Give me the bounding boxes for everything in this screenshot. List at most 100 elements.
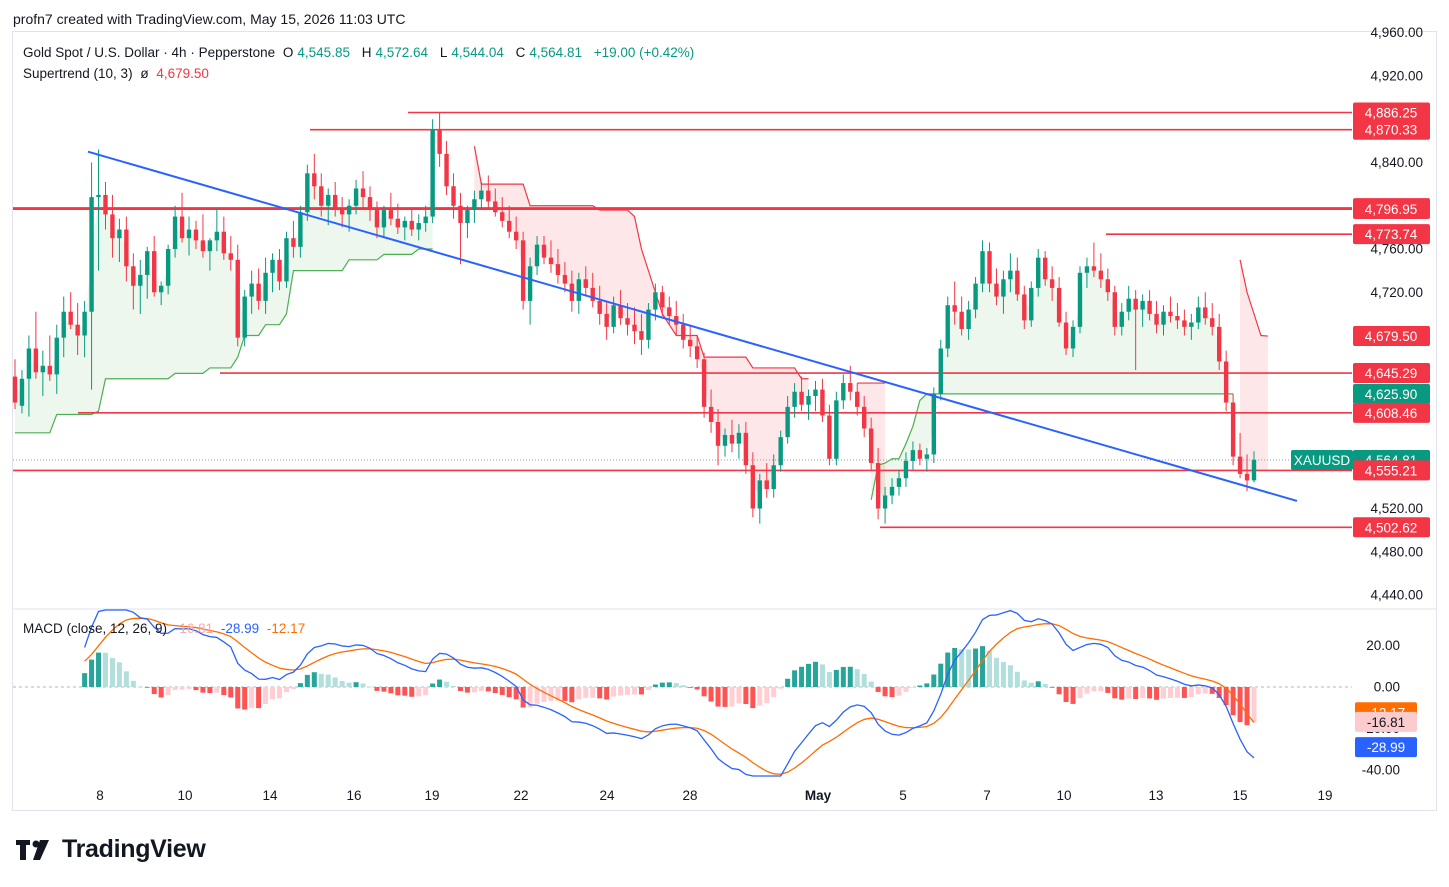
candle-body [1098,270,1104,280]
candle-body [1001,279,1006,297]
candle-body [1161,311,1166,325]
macd-hist-bar [1195,687,1201,695]
candle-body [68,311,73,325]
candle-body [402,220,407,228]
price-label-box [1353,326,1430,347]
macd-hist-bar [959,649,965,687]
price-label-box [1353,119,1430,140]
macd-hist-bar [381,687,387,692]
macd-hist-bar [868,681,874,687]
candle-body [792,391,797,407]
high-label: H [361,45,372,60]
macd-hist-bar [1112,687,1118,699]
candle-body [1168,311,1173,317]
candle-body [1077,272,1083,327]
macd-hist-bar [757,687,763,706]
macd-hist-bar [910,687,916,688]
price-label: 4,608.46 [1365,406,1418,421]
x-axis-label: 24 [599,788,615,803]
macd-hist-bar [186,687,192,689]
candle-body [611,305,616,327]
candle-body [312,173,317,187]
candle-body [952,305,957,312]
price-label: 4,679.50 [1365,329,1418,344]
macd-hist-bar [283,687,289,693]
price-label-box [1353,199,1430,220]
macd-hist-bar [430,683,436,687]
tradingview-logo[interactable]: TradingView [16,835,206,864]
candle-body [1042,257,1048,280]
candle-body [687,339,693,347]
macd-hist-bar [1007,665,1013,687]
macd-hist-bar [527,687,533,708]
macd-label: MACD (close, 12, 26, 9) [23,621,168,636]
candle-body [110,214,115,239]
candle-body [534,244,540,267]
candle-body [562,274,568,284]
price-label: 4,773.74 [1365,227,1418,242]
candle-body [848,383,853,392]
macd-hist-bar [715,687,721,707]
macd-hist-bar [833,669,839,687]
candle-body [1126,298,1131,312]
macd-hist-bar [882,687,888,697]
macd-hist-bar [96,652,102,687]
macd-hist-bar [1042,683,1048,687]
candle-body [96,194,101,198]
supertrend-legend[interactable]: Supertrend (10, 3) ø 4,679.50 [23,66,213,81]
legend-symbol[interactable]: Gold Spot / U.S. Dollar · 4h · Peppersto… [23,45,276,60]
macd-hist-bar [444,681,450,687]
macd-hist-bar [645,687,651,690]
candle-body [896,478,902,487]
macd-hist-bar [896,687,902,696]
macd-hist-bar [346,682,352,687]
candle-body [875,463,881,509]
macd-hist-bar [1140,687,1146,698]
candle-body [1147,300,1152,314]
candle-body [785,406,790,438]
macd-hist-bar [1167,687,1173,698]
macd-hist-bar [1154,687,1160,700]
candle-body [1063,322,1069,349]
supertrend-label: Supertrend (10, 3) [23,66,133,81]
candle-body [757,480,762,509]
macd-hist-bar [89,659,95,687]
x-axis-label: 19 [424,788,439,803]
symbol-tag: XAUUSD [1294,453,1351,468]
price-tick-label: 4,720.00 [1370,285,1423,300]
macd-hist-bar [889,687,895,698]
low-value: 4,544.04 [451,45,504,60]
macd-hist-bar [750,687,756,709]
macd-hist-bar [409,687,415,697]
candle-body [1119,311,1124,327]
candle-body [479,190,484,200]
candle-body [1182,320,1187,327]
candle-body [778,437,783,466]
candle-body [145,251,150,275]
macd-hist-bar [1251,687,1257,723]
macd-hist-bar [1126,687,1132,699]
macd-hist-bar [1049,687,1055,688]
candle-body [138,274,143,286]
candle-body [179,216,185,239]
macd-hist-bar [771,687,777,698]
macd-hist-bar [534,687,540,704]
macd-hist-bar [1035,681,1041,687]
macd-hist-bar [82,673,88,687]
candle-body [931,393,937,455]
candle-body [228,253,233,260]
macd-hist-bar [604,687,610,700]
macd-hist-bar [423,687,429,696]
macd-legend[interactable]: MACD (close, 12, 26, 9) -16.81 -28.99 -1… [23,621,309,636]
macd-hist-bar [151,687,157,695]
open-value: 4,545.85 [297,45,350,60]
macd-hist-bar [611,687,617,697]
candle-body [1091,266,1097,271]
macd-hist-bar [812,661,818,687]
price-tick-label: 4,960.00 [1370,25,1423,40]
price-tick-label: 4,480.00 [1370,544,1423,559]
macd-hist-bar [172,687,178,690]
candle-body [520,240,526,301]
candle-body [388,210,394,219]
